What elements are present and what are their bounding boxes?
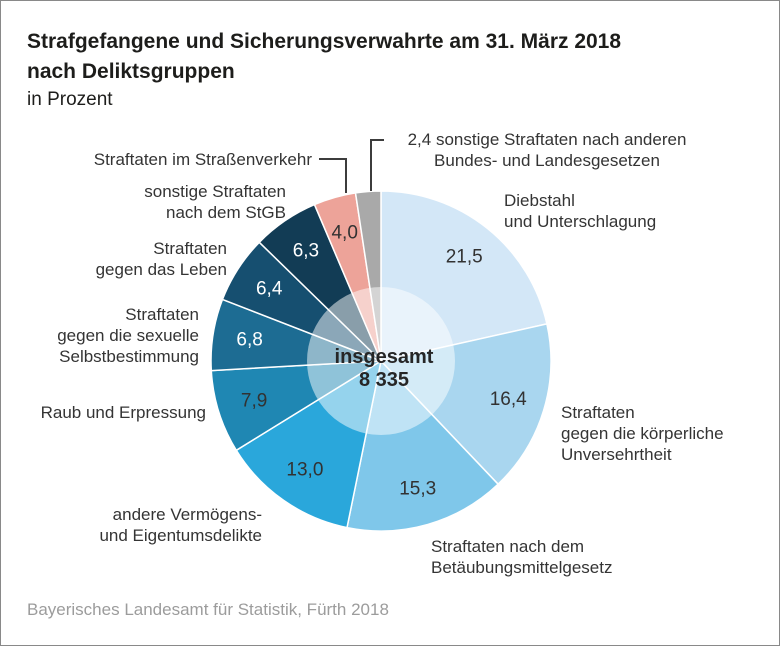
label-bundesgesetze: 2,4 sonstige Straftaten nach anderen Bun… (407, 130, 687, 170)
slice-value-2: 16,4 (490, 389, 527, 410)
label-koerperlich: Straftaten gegen die körperliche Unverse… (561, 403, 724, 464)
slice-value-9: 4,0 (331, 223, 357, 244)
slice-value-6: 6,8 (236, 330, 262, 351)
label-sexuelle: Straftaten gegen die sexuelle Selbstbest… (57, 305, 199, 366)
label-leben: Straftaten gegen das Leben (95, 239, 227, 279)
pie-center-label: insgesamt (335, 346, 434, 368)
label-raub: Raub und Erpressung (40, 403, 206, 422)
slice-value-5: 7,9 (241, 390, 267, 411)
label-diebstahl: Diebstahl und Unterschlagung (504, 191, 657, 231)
label-vermoegen: andere Vermögens- und Eigentumsdelikte (99, 505, 262, 545)
slice-value-4: 13,0 (286, 460, 323, 481)
label-betaeubung: Straftaten nach dem Betäubungsmittelgese… (431, 537, 613, 577)
slice-value-1: 21,5 (446, 247, 483, 268)
source-note: Bayerisches Landesamt für Statistik, Für… (27, 600, 389, 619)
pie-center-value: 8 335 (359, 369, 409, 391)
chart-title-line1: Strafgefangene und Sicherungsverwahrte a… (27, 30, 622, 53)
label-stgb: sonstige Straftaten nach dem StGB (144, 182, 286, 222)
chart-header: Strafgefangene und Sicherungsverwahrte a… (27, 27, 621, 113)
slice-value-3: 15,3 (399, 478, 436, 499)
slice-value-8: 6,3 (293, 241, 319, 262)
pie-center-overlay (307, 287, 455, 435)
slice-value-labels: 21,5 16,4 15,3 13,0 7,9 6,8 6,4 6,3 4,0 (236, 223, 527, 500)
chart-subtitle: in Prozent (27, 89, 113, 110)
callout-line-strassenverkehr (319, 158, 347, 193)
callout-line-bundesgesetze (370, 139, 384, 191)
slice-value-7: 6,4 (256, 279, 283, 300)
label-strassenverkehr: Straftaten im Straßenverkehr (93, 150, 312, 169)
chart-title-line2: nach Deliktsgruppen (27, 60, 235, 83)
